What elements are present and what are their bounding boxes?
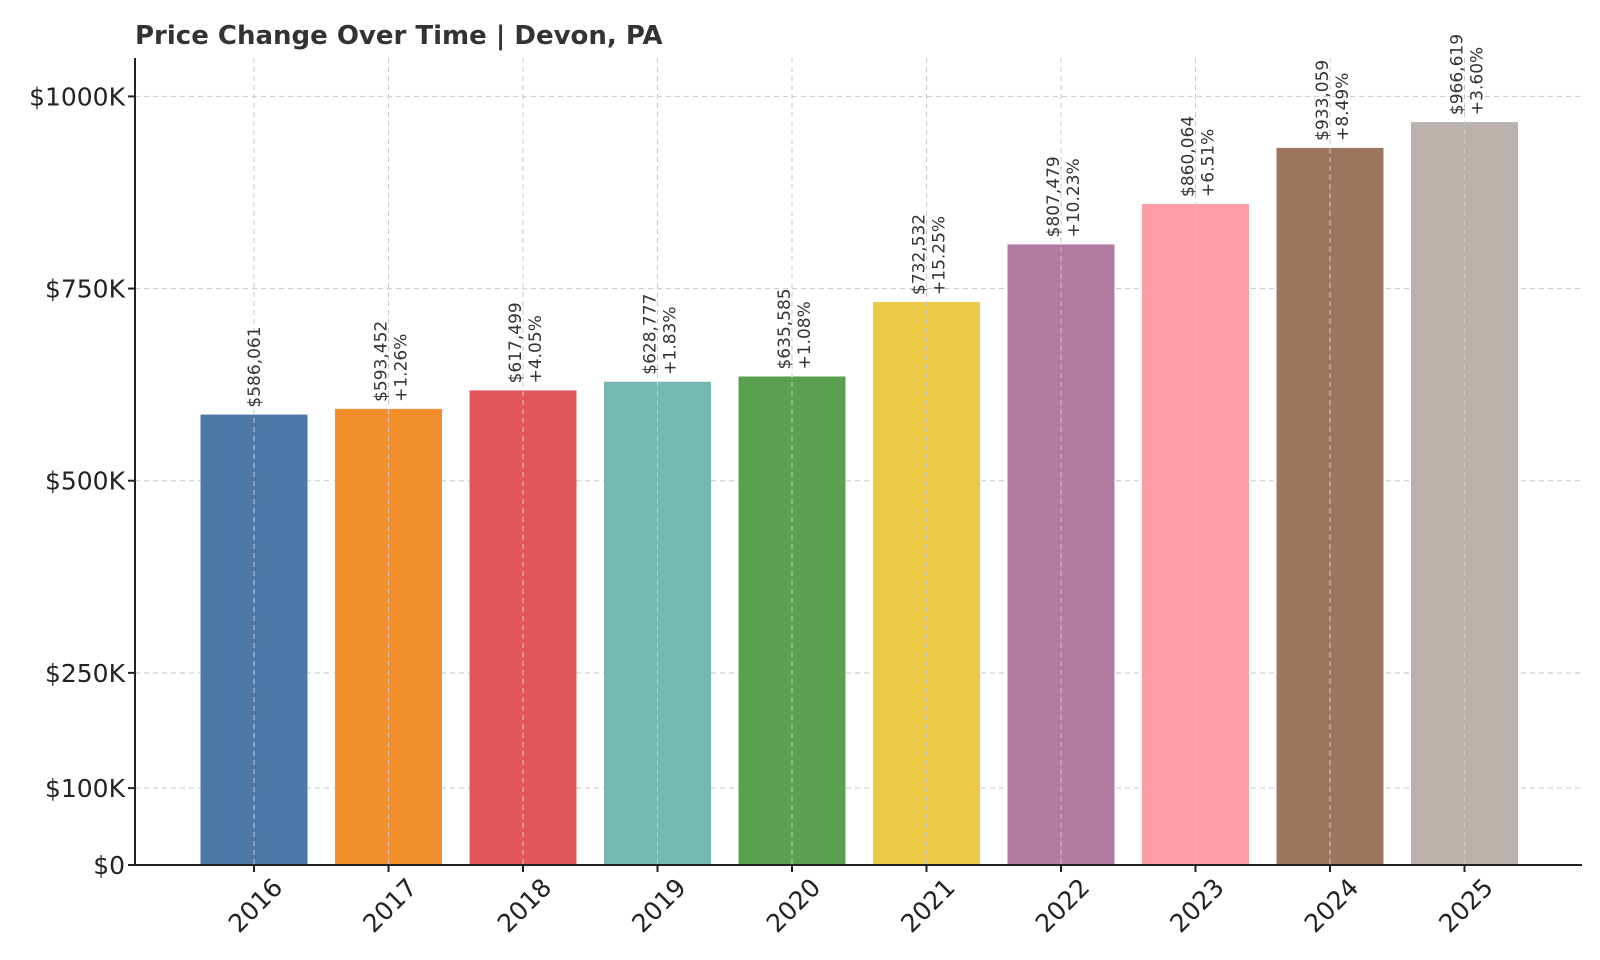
bars-layer bbox=[200, 122, 1518, 866]
grid-layer bbox=[135, 95, 1582, 789]
bar-2024 bbox=[1276, 147, 1384, 866]
y-tick-label: $250K bbox=[45, 659, 126, 688]
data-label-value: $593,452 bbox=[372, 321, 392, 402]
x-tick-label: 2021 bbox=[895, 873, 960, 938]
data-label-value: $617,499 bbox=[506, 302, 526, 383]
x-tick-label: 2016 bbox=[223, 873, 288, 938]
y-tick-label: $750K bbox=[45, 275, 126, 304]
x-tick-label: 2019 bbox=[626, 873, 691, 938]
x-tick-label: 2020 bbox=[761, 873, 826, 938]
data-label-value: $966,619 bbox=[1448, 34, 1468, 115]
data-label-pct: +15.25% bbox=[930, 216, 950, 295]
data-label-pct: +1.83% bbox=[661, 306, 681, 374]
data-label-pct: +1.08% bbox=[795, 301, 815, 369]
data-label-pct: +4.05% bbox=[526, 315, 546, 383]
y-tick-label: $100K bbox=[45, 774, 126, 803]
bar-2019 bbox=[604, 381, 711, 865]
data-label-pct: +3.60% bbox=[1468, 47, 1488, 115]
data-label-value: $732,532 bbox=[910, 214, 930, 295]
x-tick-label: 2022 bbox=[1030, 873, 1095, 938]
x-tick-label: 2023 bbox=[1164, 873, 1229, 938]
y-tick-label: $0 bbox=[93, 851, 125, 880]
y-tick-label: $1000K bbox=[29, 82, 126, 111]
x-tick-label: 2017 bbox=[357, 873, 422, 938]
axes-layer bbox=[128, 58, 1582, 872]
data-label-value: $807,479 bbox=[1044, 156, 1064, 237]
data-label-value: $586,061 bbox=[245, 326, 265, 407]
data-label-value: $628,777 bbox=[641, 294, 661, 375]
chart-title: Price Change Over Time | Devon, PA bbox=[135, 21, 663, 51]
data-label-pct: +10.23% bbox=[1064, 158, 1084, 237]
data-label-pct: +6.51% bbox=[1199, 129, 1219, 197]
x-tick-label: 2018 bbox=[492, 873, 557, 938]
x-tick-label: 2025 bbox=[1433, 873, 1498, 938]
data-label-value: $635,585 bbox=[775, 288, 795, 369]
y-tick-label: $500K bbox=[45, 467, 126, 496]
data-label-pct: +8.49% bbox=[1333, 73, 1353, 141]
data-label-pct: +1.26% bbox=[392, 334, 412, 402]
data-label-value: $860,064 bbox=[1179, 116, 1199, 197]
data-label-value: $933,059 bbox=[1313, 60, 1333, 141]
x-tick-label: 2024 bbox=[1299, 873, 1364, 938]
